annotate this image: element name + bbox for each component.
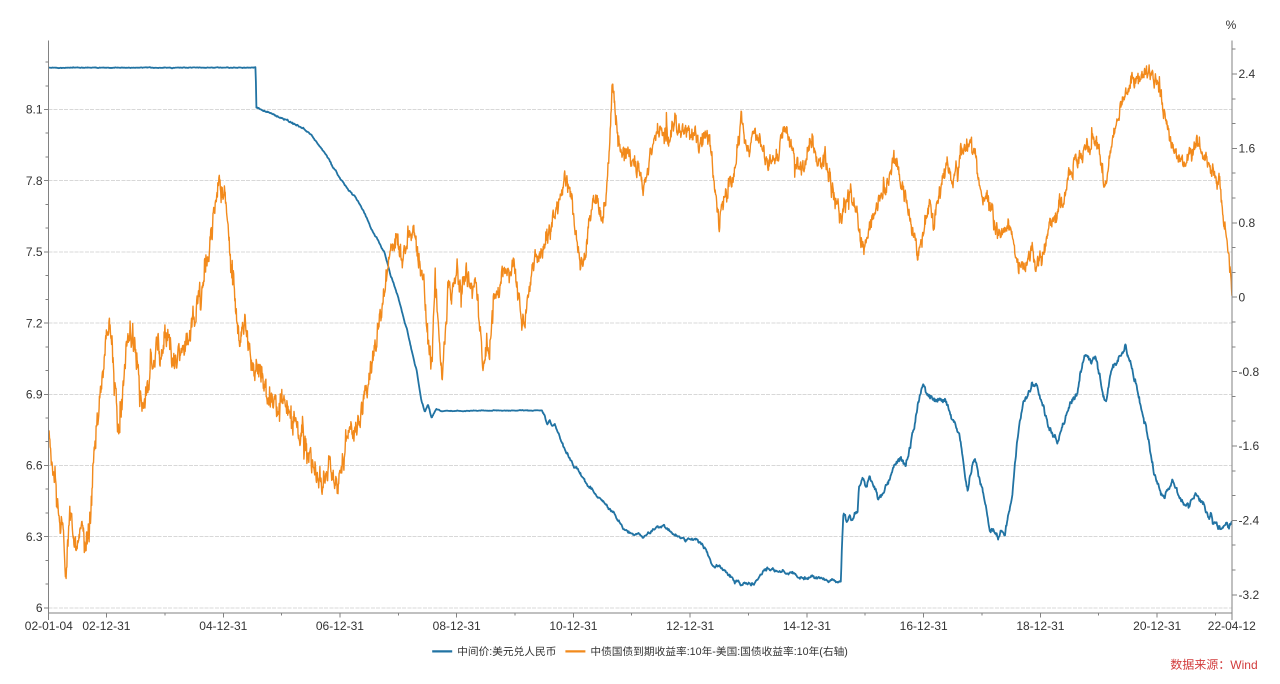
svg-text::10: :10: [794, 646, 809, 658]
svg-text:0.8: 0.8: [1239, 216, 1256, 230]
svg-text::10: :10: [687, 646, 702, 658]
svg-text:16-12-31: 16-12-31: [900, 619, 948, 633]
svg-text:6: 6: [36, 601, 43, 615]
svg-text::: :: [489, 646, 492, 658]
svg-text:7.5: 7.5: [26, 245, 43, 259]
svg-text:20-12-31: 20-12-31: [1133, 619, 1181, 633]
svg-text:04-12-31: 04-12-31: [199, 619, 247, 633]
svg-text:0: 0: [1239, 290, 1246, 304]
svg-text:-0.8: -0.8: [1239, 365, 1260, 379]
svg-text:-1.6: -1.6: [1239, 439, 1260, 453]
svg-text:1.6: 1.6: [1239, 142, 1256, 156]
svg-text:12-12-31: 12-12-31: [666, 619, 714, 633]
svg-text:(: (: [819, 646, 823, 658]
svg-text:7.2: 7.2: [26, 316, 43, 330]
svg-text:06-12-31: 06-12-31: [316, 619, 364, 633]
svg-text:): ): [844, 646, 848, 658]
svg-text:6.6: 6.6: [26, 459, 43, 473]
svg-text:08-12-31: 08-12-31: [433, 619, 481, 633]
svg-text:7.8: 7.8: [26, 174, 43, 188]
svg-text:18-12-31: 18-12-31: [1016, 619, 1064, 633]
svg-text:02-01-04: 02-01-04: [25, 619, 73, 633]
svg-text:-: -: [712, 646, 716, 658]
svg-text:14-12-31: 14-12-31: [783, 619, 831, 633]
svg-text:8.1: 8.1: [26, 103, 43, 117]
svg-text:10-12-31: 10-12-31: [549, 619, 597, 633]
svg-text:-2.4: -2.4: [1239, 514, 1260, 528]
svg-text:02-12-31: 02-12-31: [82, 619, 130, 633]
svg-text:Wind: Wind: [1230, 658, 1257, 672]
svg-text:6.3: 6.3: [26, 530, 43, 544]
svg-text:6.9: 6.9: [26, 388, 43, 402]
svg-text:22-04-12: 22-04-12: [1208, 619, 1256, 633]
svg-text:%: %: [1226, 18, 1237, 32]
svg-text:2.4: 2.4: [1239, 67, 1256, 81]
svg-text::: :: [737, 646, 740, 658]
svg-text:-3.2: -3.2: [1239, 588, 1260, 602]
